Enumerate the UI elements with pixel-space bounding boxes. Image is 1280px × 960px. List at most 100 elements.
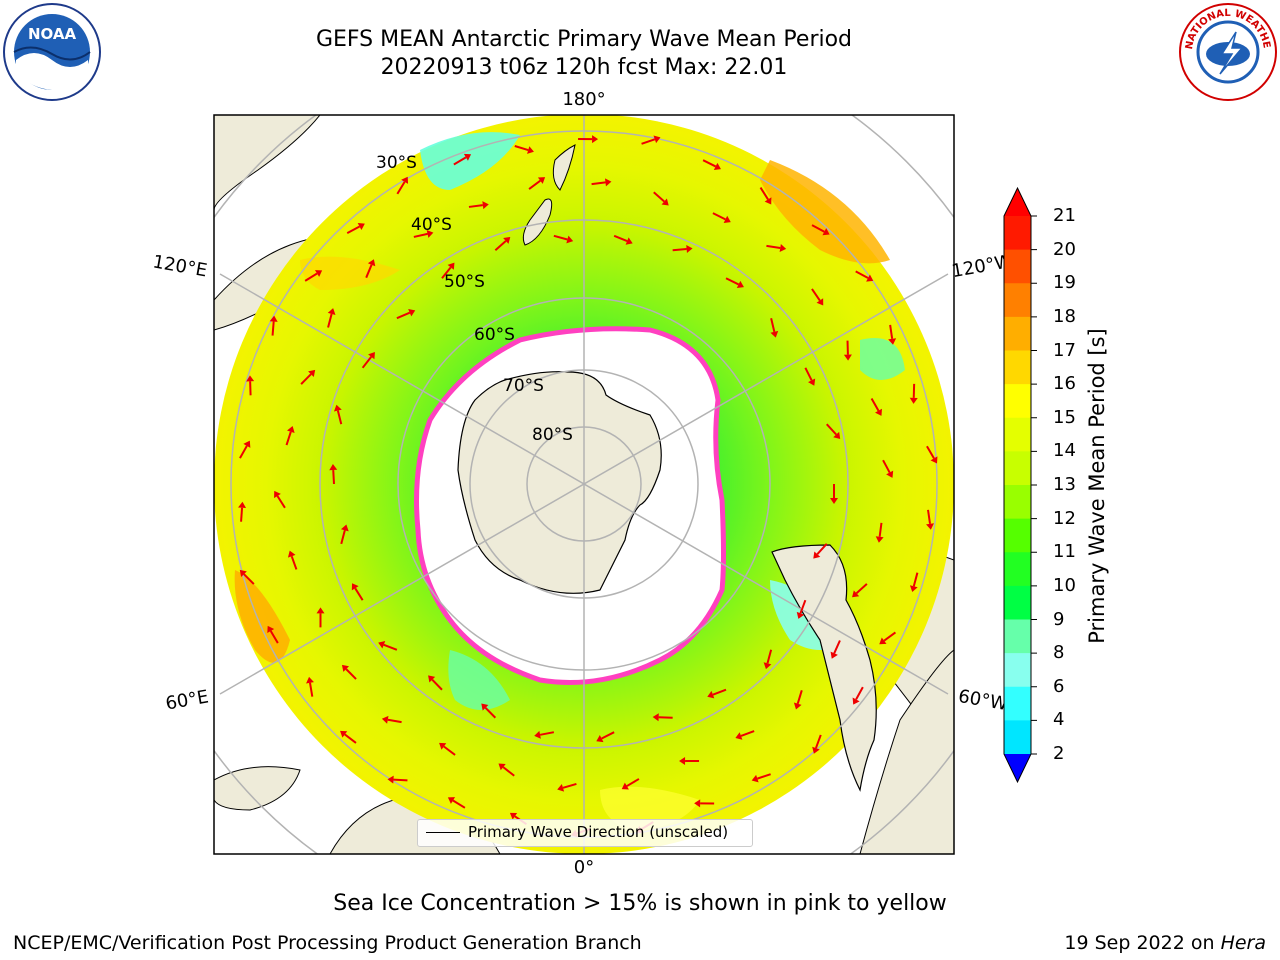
wave-arrow-shaft bbox=[601, 731, 615, 740]
wave-arrow-shaft bbox=[926, 445, 935, 459]
colorbar-extend-min bbox=[1004, 754, 1031, 782]
wave-arrow-head bbox=[351, 583, 359, 591]
wave-arrow-head bbox=[604, 178, 612, 187]
wave-arrow-head bbox=[482, 201, 489, 210]
lon-label-60e: 60°E bbox=[164, 686, 210, 714]
wave-arrow-head bbox=[926, 523, 934, 530]
wave-arrow-shaft bbox=[591, 181, 606, 186]
colorbar-segment bbox=[1004, 619, 1031, 654]
wave-arrow-shaft bbox=[725, 277, 740, 286]
wave-arrow-shaft bbox=[484, 707, 497, 719]
wave-arrow-shaft bbox=[383, 643, 398, 651]
colorbar-segment bbox=[1004, 552, 1031, 587]
colorbar-tick-label: 21 bbox=[1053, 205, 1076, 226]
wave-arrow-head bbox=[408, 309, 416, 317]
wave-arrow-shaft bbox=[300, 373, 312, 385]
wave-arrow-head bbox=[653, 135, 661, 144]
wave-arrow-shaft bbox=[883, 631, 897, 642]
lon-label-120e: 120°E bbox=[151, 251, 209, 281]
wave-arrow-head bbox=[763, 662, 772, 670]
colorbar-tick-label: 19 bbox=[1053, 272, 1076, 294]
colorbar-tick-label: 15 bbox=[1053, 406, 1076, 428]
wave-arrow-head bbox=[830, 498, 838, 504]
wave-arrow-shaft bbox=[396, 311, 411, 320]
colorbar-segment bbox=[1004, 518, 1031, 553]
colorbar-tick-label: 9 bbox=[1053, 608, 1065, 630]
wave-arrow-head bbox=[625, 237, 633, 245]
wave-arrow-shaft bbox=[766, 649, 773, 664]
wave-arrow-head bbox=[367, 259, 376, 267]
wave-arrow-head bbox=[930, 456, 938, 464]
wave-arrow-shaft bbox=[740, 730, 755, 737]
wave-arrow-shaft bbox=[276, 495, 286, 509]
wave-arrow-shaft bbox=[833, 640, 841, 654]
wave-arrow-head bbox=[875, 408, 882, 416]
wave-arrow-head bbox=[866, 274, 874, 282]
wave-arrow-head bbox=[238, 501, 247, 509]
wave-arrow-shaft bbox=[269, 630, 279, 644]
wave-arrow-shaft bbox=[243, 573, 255, 585]
wave-arrow-shaft bbox=[494, 240, 507, 251]
colorbar-tick-label: 14 bbox=[1053, 440, 1076, 462]
lat-label-40s: 40°S bbox=[411, 215, 452, 235]
wave-arrow-shaft bbox=[757, 773, 771, 780]
colorbar-tick-label: 17 bbox=[1053, 339, 1076, 361]
lat-label-60s: 60°S bbox=[474, 325, 515, 345]
noaa-logo: NOAA bbox=[3, 3, 101, 101]
wave-arrow-shaft bbox=[870, 398, 880, 412]
wave-arrow-head bbox=[808, 378, 816, 386]
wave-arrow-head bbox=[686, 244, 693, 253]
wave-arrow-head bbox=[329, 464, 338, 471]
wave-arrow-shaft bbox=[345, 668, 357, 680]
wave-arrow-head bbox=[879, 637, 887, 645]
wave-arrow-shaft bbox=[387, 718, 402, 724]
wave-arrow-shaft bbox=[672, 247, 687, 252]
wave-arrow-head bbox=[503, 236, 511, 244]
wave-arrow-head bbox=[833, 431, 841, 439]
wave-arrow-head bbox=[909, 585, 918, 593]
wave-arrow-shaft bbox=[514, 145, 529, 151]
wave-arrow-shaft bbox=[290, 555, 298, 570]
lon-label-180: 180° bbox=[562, 89, 605, 110]
colorbar-segment bbox=[1004, 216, 1031, 251]
wave-arrow-head bbox=[306, 676, 314, 684]
wave-arrow-shaft bbox=[346, 225, 361, 234]
colorbar-segment bbox=[1004, 720, 1031, 755]
lat-label-50s: 50°S bbox=[444, 272, 485, 292]
colorbar-tick-label: 16 bbox=[1053, 373, 1076, 395]
colorbar-segment bbox=[1004, 585, 1031, 620]
wave-arrow-head bbox=[843, 354, 852, 361]
wave-arrow-head bbox=[723, 215, 731, 223]
colorbar-tick-label: 20 bbox=[1053, 238, 1076, 260]
colorbar-label: Primary Wave Mean Period [s] bbox=[1085, 328, 1109, 644]
wave-arrow-head bbox=[679, 756, 686, 765]
wave-arrow-head bbox=[751, 774, 759, 783]
legend-line-swatch bbox=[426, 832, 460, 833]
wave-arrow-head bbox=[812, 746, 820, 754]
wave-arrow-shaft bbox=[855, 583, 868, 595]
legend-label: Primary Wave Direction (unscaled) bbox=[468, 823, 729, 841]
chart-title: GEFS MEAN Antarctic Primary Wave Mean Pe… bbox=[315, 27, 853, 52]
colorbar-segment bbox=[1004, 686, 1031, 721]
wave-arrow-shaft bbox=[502, 766, 515, 777]
wave-arrow-shaft bbox=[712, 212, 726, 221]
colorbar-extend-max bbox=[1004, 188, 1031, 216]
wave-arrow-head bbox=[274, 490, 281, 499]
wave-arrow-shaft bbox=[441, 266, 452, 279]
colorbar-segment bbox=[1004, 451, 1031, 486]
wave-arrow-head bbox=[713, 162, 721, 171]
footer-credit: NCEP/EMC/Verification Post Processing Pr… bbox=[13, 932, 642, 954]
wave-arrow-shaft bbox=[712, 688, 727, 696]
wave-arrow-head bbox=[447, 262, 455, 270]
wave-arrow-head bbox=[796, 611, 805, 619]
wave-arrow-head bbox=[327, 308, 336, 315]
wave-arrow-shaft bbox=[804, 367, 813, 381]
wave-arrow-head bbox=[566, 235, 574, 244]
wave-arrow-shaft bbox=[912, 572, 919, 587]
wave-arrow-head bbox=[340, 730, 348, 738]
wave-arrow-head bbox=[557, 783, 565, 792]
wave-arrow-shaft bbox=[332, 469, 335, 485]
wave-arrow-shaft bbox=[271, 321, 275, 336]
wave-arrow-shaft bbox=[658, 716, 673, 719]
